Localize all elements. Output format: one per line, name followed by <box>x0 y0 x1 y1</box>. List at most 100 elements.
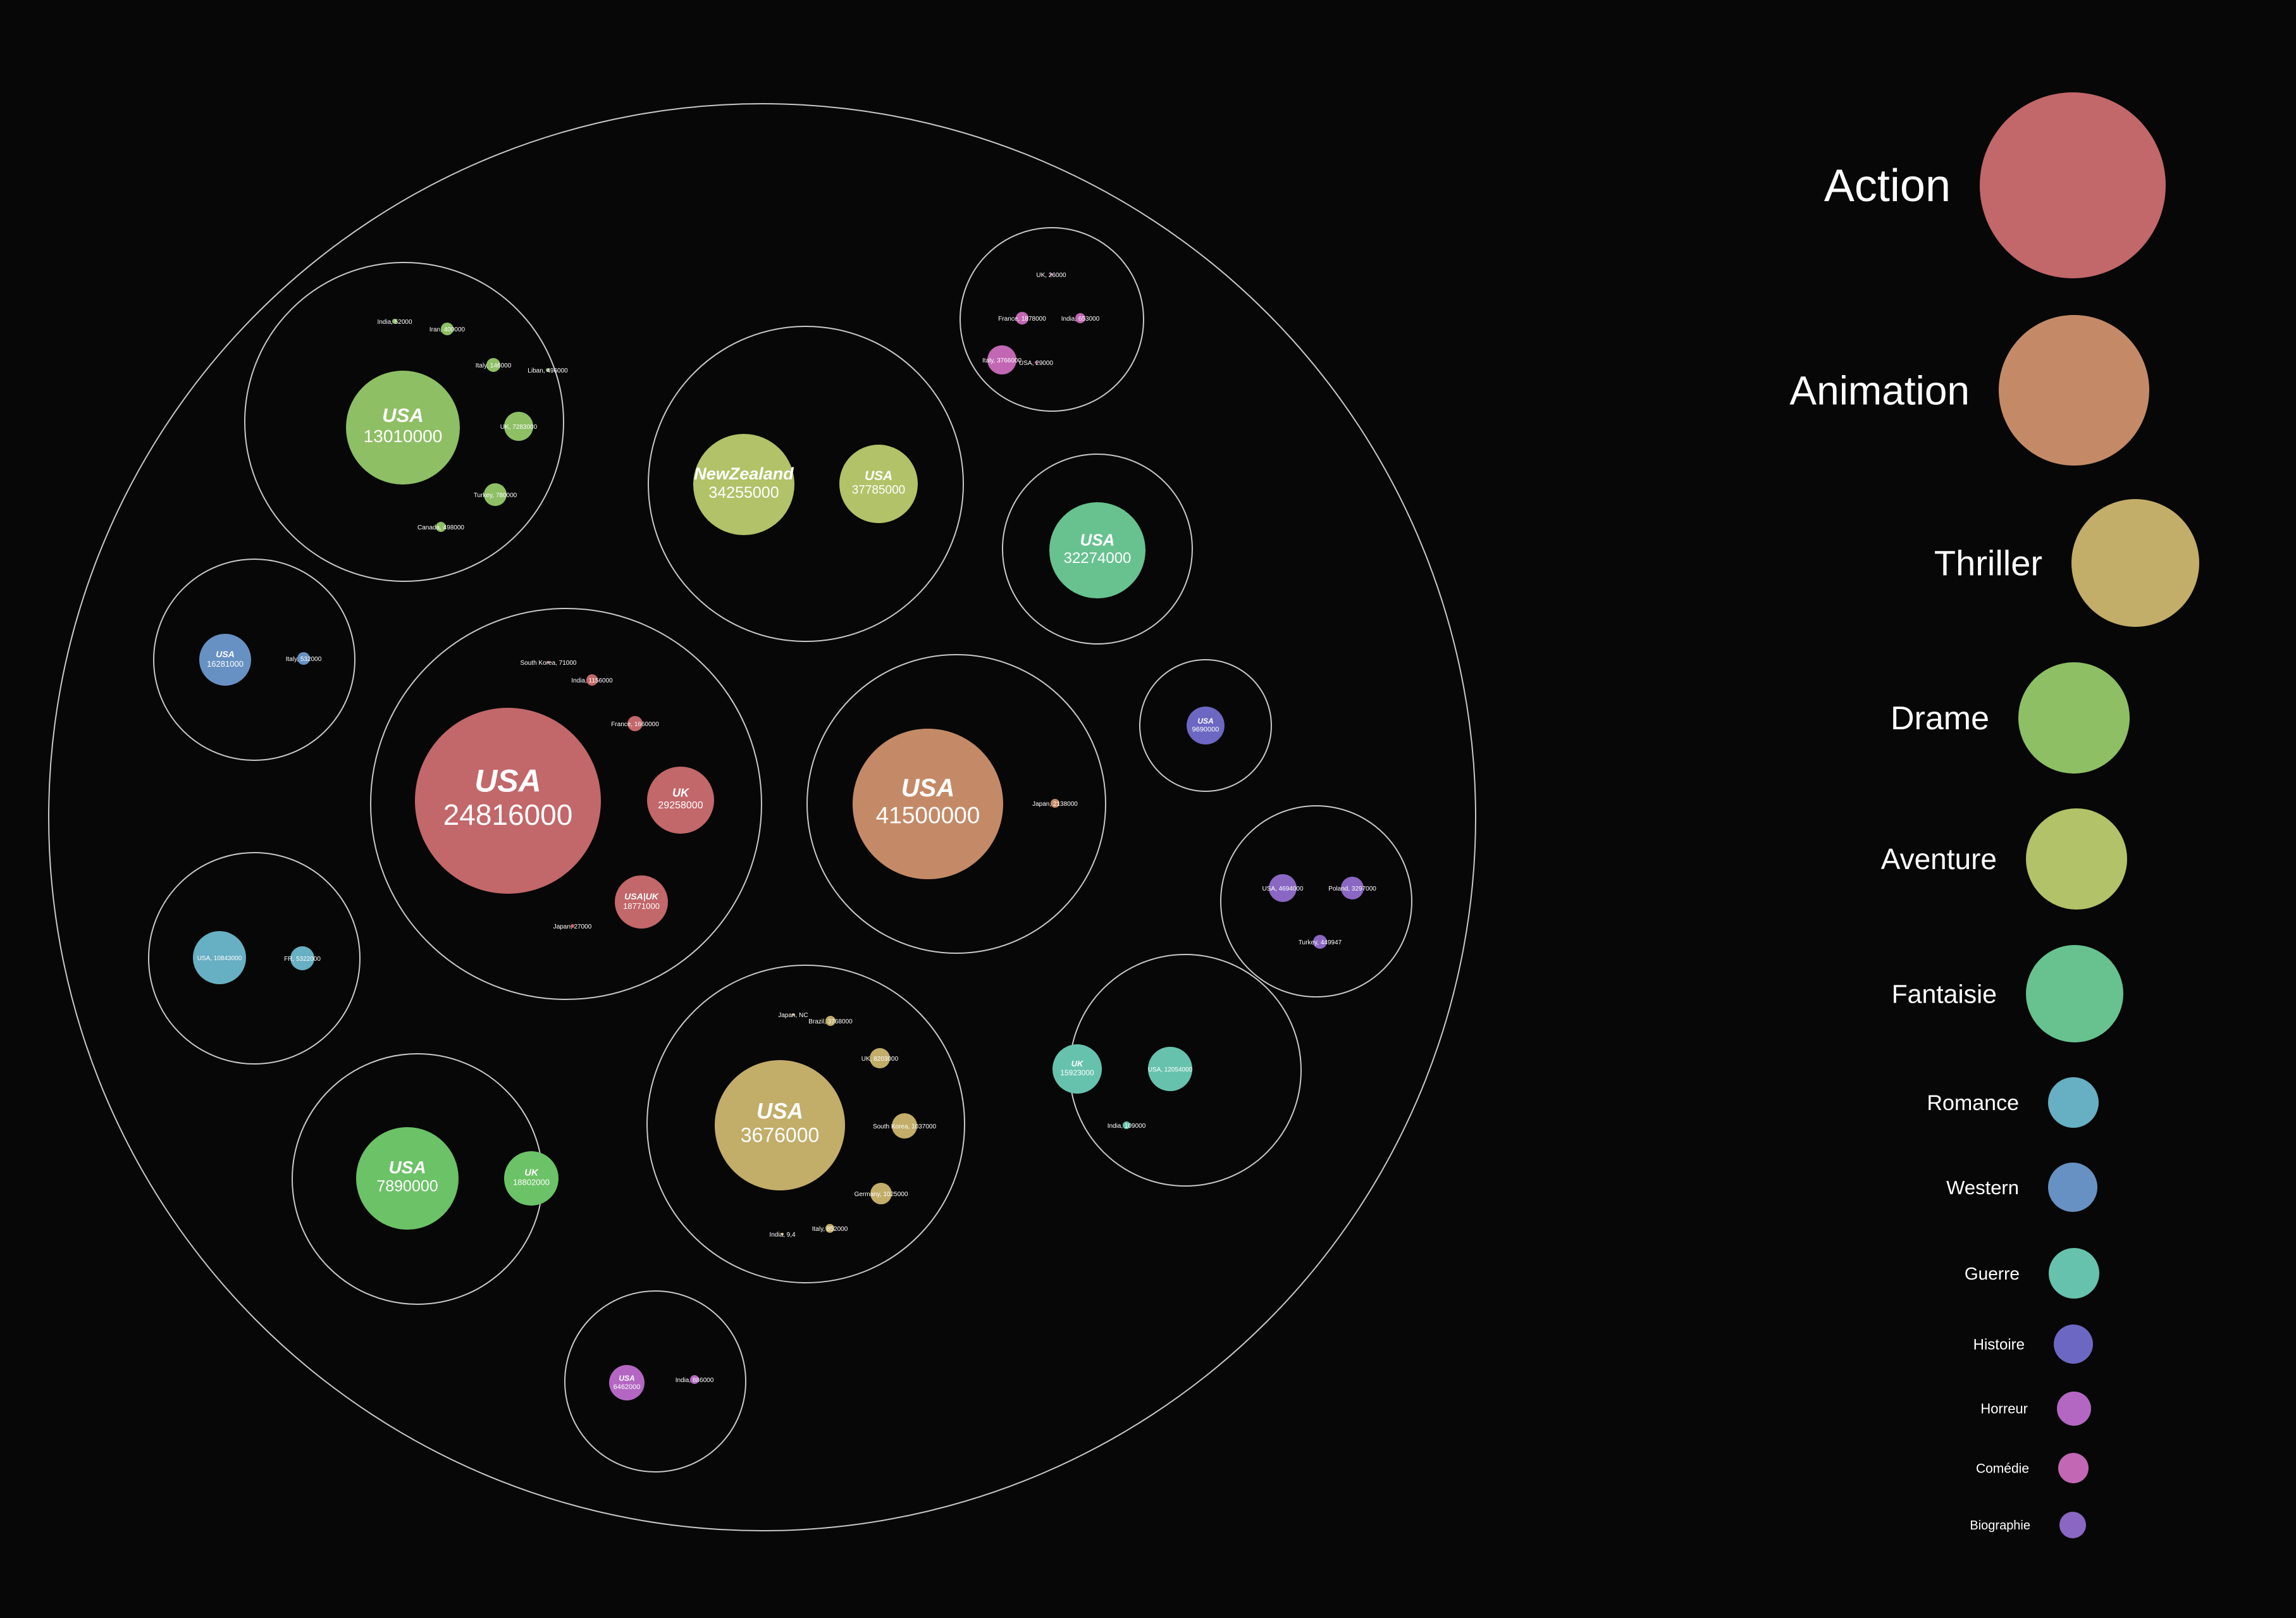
bubble-usa[interactable] <box>415 708 601 894</box>
legend-item-comdie: Comédie <box>1976 1453 2089 1483</box>
bubble-value-label: 13010000 <box>364 426 443 446</box>
bubble-value-label: 15923000 <box>1060 1068 1094 1077</box>
bubble-inline-label: Canada, 498000 <box>417 524 464 531</box>
bubble-italy[interactable] <box>987 345 1016 374</box>
bubble-japan[interactable] <box>792 1013 794 1016</box>
bubble-inline-label: India, 886000 <box>676 1377 714 1384</box>
group-container-circle <box>1139 659 1272 792</box>
legend-item-biographie: Biographie <box>1970 1512 2086 1538</box>
bubble-india[interactable] <box>781 1233 784 1235</box>
bubble-india[interactable] <box>1123 1121 1130 1129</box>
bubble-india[interactable] <box>1075 313 1085 323</box>
bubble-inline-label: India, 9,4 <box>769 1232 796 1238</box>
bubble-usa[interactable] <box>609 1365 645 1400</box>
bubble-india[interactable] <box>586 674 598 686</box>
bubble-japan[interactable] <box>571 924 574 928</box>
bubble-inline-label: UK, 7283000 <box>500 424 538 431</box>
bubble-turkey[interactable] <box>1313 935 1327 949</box>
bubble-usa[interactable] <box>1148 1047 1192 1091</box>
bubble-inline-label: Japan, 2138000 <box>1032 801 1078 808</box>
bubble-usa[interactable] <box>199 634 251 686</box>
outer-circle <box>48 103 1476 1531</box>
bubble-liban[interactable] <box>546 368 550 372</box>
bubble-country-label: USA <box>865 469 892 483</box>
bubble-italy[interactable] <box>486 358 500 372</box>
group-container-circle <box>153 559 355 761</box>
bubble-france[interactable] <box>627 716 643 731</box>
bubble-usauk[interactable] <box>615 875 668 929</box>
bubble-usa[interactable] <box>1269 874 1297 902</box>
bubble-inline-label: India, 1156000 <box>571 677 613 684</box>
legend-label: Animation <box>1789 367 1970 413</box>
genre-groups: USA24816000UK29258000USA|UK18771000South… <box>148 227 1412 1473</box>
bubble-country-label: UK <box>672 787 690 800</box>
bubble-italy[interactable] <box>297 652 310 665</box>
bubble-uk[interactable] <box>870 1048 890 1068</box>
bubble-value-label: 6462000 <box>614 1383 641 1391</box>
bubble-usa[interactable] <box>715 1060 845 1190</box>
group-container-circle <box>806 654 1106 954</box>
bubble-inline-label: USA, 29000 <box>1019 360 1053 367</box>
bubble-uk[interactable] <box>1052 1044 1102 1094</box>
bubble-canada[interactable] <box>436 522 446 532</box>
bubble-france[interactable] <box>1016 312 1028 324</box>
legend-swatch <box>2026 808 2127 910</box>
bubble-uk[interactable] <box>1050 273 1052 276</box>
bubble-usa[interactable] <box>1035 361 1037 364</box>
bubble-inline-label: Italy, 146000 <box>476 362 512 369</box>
bubble-india[interactable] <box>392 319 397 324</box>
bubble-inline-label: Japan, 27000 <box>553 923 592 930</box>
bubble-japan[interactable] <box>1051 799 1059 808</box>
legend-label: Fantaisie <box>1892 979 1997 1008</box>
bubble-usa[interactable] <box>356 1127 459 1230</box>
bubble-usa[interactable] <box>1049 502 1145 598</box>
legend-swatch <box>2059 1512 2086 1538</box>
bubble-usa[interactable] <box>839 445 918 523</box>
bubble-inline-label: Liban, 496000 <box>528 367 568 374</box>
bubble-country-label: USA <box>388 1158 426 1177</box>
bubble-usa[interactable] <box>1187 707 1225 744</box>
legend-swatch <box>2026 945 2123 1042</box>
legend-label: Biographie <box>1970 1519 2030 1533</box>
bubble-india[interactable] <box>690 1375 699 1384</box>
bubble-iran[interactable] <box>441 323 454 335</box>
bubble-inline-label: India, 109000 <box>1108 1123 1146 1130</box>
bubble-usa[interactable] <box>853 729 1003 879</box>
bubble-southkorea[interactable] <box>892 1113 917 1139</box>
bubble-inline-label: Iran, 400000 <box>429 326 466 333</box>
bubble-inline-label: Turkey, 780000 <box>474 492 517 499</box>
bubble-usa[interactable] <box>193 931 246 984</box>
group-container-circle <box>148 852 361 1065</box>
bubble-usa[interactable] <box>346 371 460 485</box>
bubble-germany[interactable] <box>870 1183 892 1204</box>
bubble-newzealand[interactable] <box>693 434 794 535</box>
group-container-circle <box>564 1290 746 1473</box>
bubble-value-label: 18771000 <box>623 901 660 911</box>
bubble-fr[interactable] <box>290 946 314 970</box>
legend-swatch <box>2049 1248 2099 1299</box>
bubble-uk[interactable] <box>504 412 533 441</box>
bubble-inline-label: Italy, 3766000 <box>982 357 1022 364</box>
bubble-southkorea[interactable] <box>547 661 550 664</box>
bubble-inline-label: South Korea, 71000 <box>521 660 577 667</box>
bubble-uk[interactable] <box>647 767 714 834</box>
bubble-italy[interactable] <box>825 1224 834 1233</box>
bubble-poland[interactable] <box>1341 877 1364 899</box>
legend-swatch <box>2054 1325 2093 1364</box>
legend-item-fantaisie: Fantaisie <box>1892 945 2123 1042</box>
bubble-brazil[interactable] <box>825 1016 836 1026</box>
group-container-circle <box>244 262 564 582</box>
bubble-inline-label: India, 653000 <box>1061 316 1100 323</box>
group-container-circle <box>1220 805 1412 997</box>
bubble-inline-label: Turkey, 449947 <box>1299 939 1342 946</box>
bubble-inline-label: Poland, 3297000 <box>1328 886 1376 892</box>
bubble-uk[interactable] <box>504 1151 559 1206</box>
legend-label: Drame <box>1891 700 1989 737</box>
group-romance-8: USA, 10843000 FR, 5322000 <box>148 852 361 1065</box>
bubble-turkey[interactable] <box>484 483 507 506</box>
